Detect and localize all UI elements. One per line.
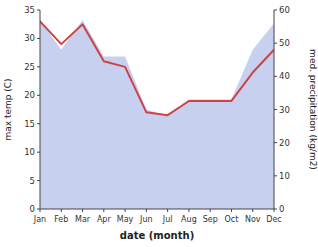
y-tick bbox=[37, 123, 40, 124]
x-tick-label: Sep bbox=[203, 215, 218, 224]
y-tick-label: 25 bbox=[24, 62, 35, 72]
x-tick bbox=[167, 209, 168, 212]
x-tick-label: Nov bbox=[245, 215, 261, 224]
y-tick bbox=[37, 66, 40, 67]
y-tick bbox=[37, 180, 40, 181]
y2-tick-label: 20 bbox=[279, 138, 290, 148]
x-tick bbox=[252, 209, 253, 212]
x-tick-label: Feb bbox=[54, 215, 68, 224]
y2-tick bbox=[274, 175, 277, 176]
y2-tick bbox=[274, 109, 277, 110]
y-tick-label: 35 bbox=[24, 5, 35, 15]
y2-tick bbox=[274, 76, 277, 77]
x-tick-label: Oct bbox=[225, 215, 239, 224]
y-tick-label: 20 bbox=[24, 90, 35, 100]
y2-tick-label: 30 bbox=[279, 105, 290, 115]
y-tick-label: 0 bbox=[30, 204, 35, 214]
x-tick bbox=[61, 209, 62, 212]
area bbox=[40, 20, 274, 209]
y-tick-label: 15 bbox=[24, 119, 35, 129]
x-tick bbox=[82, 209, 83, 212]
x-tick-label: Aug bbox=[181, 215, 197, 224]
x-tick bbox=[125, 209, 126, 212]
y-axis-label: max temp (C) bbox=[3, 78, 13, 140]
y-axis bbox=[40, 10, 41, 209]
y2-tick-label: 40 bbox=[279, 71, 290, 81]
x-tick bbox=[40, 209, 41, 212]
x-tick bbox=[210, 209, 211, 212]
plot-area bbox=[40, 20, 274, 209]
x-tick-label: Jul bbox=[162, 215, 173, 224]
x-tick bbox=[103, 209, 104, 212]
x-tick-label: Apr bbox=[97, 215, 112, 224]
x-tick-label: Jun bbox=[139, 215, 153, 224]
y2-tick-label: 50 bbox=[279, 38, 290, 48]
y2-tick bbox=[274, 43, 277, 44]
y2-tick-label: 60 bbox=[279, 5, 290, 15]
y2-tick bbox=[274, 10, 277, 11]
y2-tick bbox=[274, 142, 277, 143]
y-tick bbox=[37, 152, 40, 153]
chart: 0 5 10 15 20 25 30 35 0 10 20 30 40 50 60 Jan Feb Mar Apr M… bbox=[0, 0, 318, 247]
x-tick bbox=[188, 209, 189, 212]
y-tick-label: 10 bbox=[24, 147, 35, 157]
y-tick bbox=[37, 38, 40, 39]
y-tick-label: 5 bbox=[30, 176, 35, 186]
y2-axis-label: med. precipitation (kg/m2) bbox=[308, 49, 318, 170]
line bbox=[40, 21, 274, 115]
x-axis bbox=[40, 209, 274, 210]
x-tick-label: May bbox=[117, 215, 134, 224]
y2-tick-label: 0 bbox=[279, 204, 284, 214]
x-tick bbox=[146, 209, 147, 212]
y-tick bbox=[37, 95, 40, 96]
x-axis-label: date (month) bbox=[120, 230, 194, 241]
x-tick-label: Jan bbox=[33, 215, 46, 224]
y2-tick-label: 10 bbox=[279, 171, 290, 181]
y-tick bbox=[37, 10, 40, 11]
x-tick-label: Dec bbox=[266, 215, 281, 224]
x-tick bbox=[231, 209, 232, 212]
y-tick-label: 30 bbox=[24, 33, 35, 43]
x-tick-label: Mar bbox=[75, 215, 91, 224]
x-tick bbox=[274, 209, 275, 212]
